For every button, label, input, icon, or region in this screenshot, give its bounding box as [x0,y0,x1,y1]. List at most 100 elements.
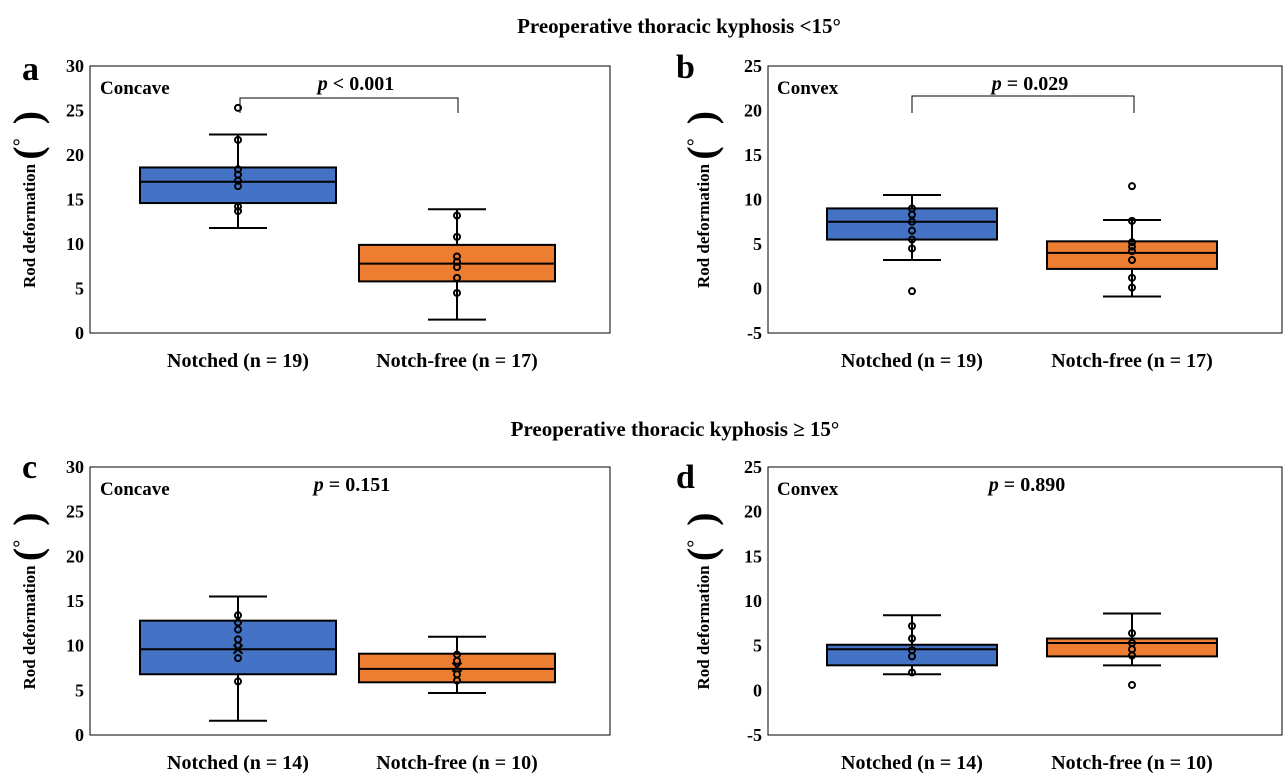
y-axis-label: Rod deformation (°) [5,512,50,689]
box-notch-free [1046,612,1218,689]
box-notched [139,595,337,722]
panel-d: d -5 0 5 10 15 20 25 Rod deformation (°) Convex p … [676,457,1283,773]
plot-frame [89,65,611,334]
data-point [453,263,461,272]
y-axis-paren-open: ( [5,548,50,561]
mean-marker [232,643,244,655]
data-point [908,217,916,226]
significance-bracket [911,95,1135,113]
category-label: Notch-free (n = 10) [1051,752,1213,773]
category-label: Notch-free (n = 10) [376,752,538,773]
panel-letter: c [22,449,37,486]
y-tick-label: 5 [753,636,762,656]
y-axis-paren-open: ( [679,548,724,561]
p-value-symbol: p [987,474,999,496]
panels: a 0 5 10 15 20 25 30 Rod deformation (°) Concave p… [5,49,1283,773]
data-point [908,652,916,661]
data-point [1128,283,1136,292]
data-point [234,103,242,112]
p-value-label: p = 0.029 [990,73,1068,95]
p-value-symbol: p [312,474,324,496]
y-tick-label: 5 [753,234,762,254]
y-axis-paren-close: ) [679,111,724,124]
iqr-box [139,166,337,205]
y-tick-label: -5 [747,323,762,343]
mean-marker [451,661,463,673]
y-tick-label: 25 [66,502,84,522]
y-axis-unit: ° [684,138,706,146]
y-tick-label: 0 [753,680,762,700]
p-value-label: p < 0.001 [316,73,394,95]
data-point [908,210,916,219]
data-point [908,244,916,253]
data-point [234,182,242,191]
y-axis-label: Rod deformation (°) [5,111,50,288]
y-tick-label: 15 [66,591,84,611]
y-tick-label: 10 [66,234,84,254]
data-point [234,135,242,144]
y-tick-label: 15 [66,190,84,210]
y-tick-label: 20 [66,546,84,566]
y-tick-label: 30 [66,56,84,76]
y-tick-label: 0 [753,279,762,299]
p-value-text: = 0.151 [324,474,390,496]
section-title-bottom: Preoperative thoracic kyphosis ≥ 15° [511,417,840,441]
data-point [1128,216,1136,225]
data-point [1128,651,1136,660]
panel-letter: d [676,459,695,496]
iqr-box [1046,637,1218,658]
data-point [234,654,242,663]
y-tick-label: 20 [66,145,84,165]
box-notch-free [358,208,556,321]
y-tick-label: 0 [75,323,84,343]
data-point [1128,238,1136,247]
data-point [234,625,242,634]
data-point [453,656,461,665]
y-tick-label: 25 [744,457,762,477]
data-point [234,207,242,216]
side-label: Convex [777,479,839,500]
data-point [234,618,242,627]
box-notch-free [1046,182,1218,298]
y-tick-label: 30 [66,457,84,477]
p-value-text: < 0.001 [328,73,394,95]
y-tick-label: 5 [75,279,84,299]
box-notched [826,194,998,296]
y-axis-paren-close: ) [5,111,50,124]
p-value-label: p = 0.890 [987,474,1065,496]
y-tick-label: -5 [747,725,762,745]
box-notched [139,103,337,229]
data-point [1128,242,1136,251]
data-point [453,676,461,685]
data-point [234,677,242,686]
box-notch-free [358,635,556,695]
significance-bracket [239,97,459,113]
panel-letter: b [676,49,695,86]
y-tick-label: 20 [744,502,762,522]
data-point [908,634,916,643]
y-tick-label: 20 [744,101,762,121]
data-point [1128,247,1136,256]
panel-letter: a [22,51,39,88]
panel-a: a 0 5 10 15 20 25 30 Rod deformation (°) Concave p… [5,51,611,372]
data-point [908,668,916,677]
category-label: Notched (n = 14) [167,752,309,773]
data-point [1128,182,1136,191]
y-axis-unit: ° [684,540,706,548]
iqr-box [139,619,337,676]
data-point [234,202,242,211]
section-title-top: Preoperative thoracic kyphosis <15° [517,14,841,38]
y-tick-label: 25 [744,56,762,76]
box-notched [826,614,998,677]
side-label: Concave [100,78,170,99]
category-label: Notch-free (n = 17) [1051,350,1213,372]
data-point [453,273,461,282]
y-axis-paren-close: ) [5,512,50,525]
y-tick-label: 10 [744,190,762,210]
panel-c: c 0 5 10 15 20 25 30 Rod deformation (°) Concave p… [5,449,611,773]
y-axis-paren-close: ) [679,512,724,525]
panel-b: b -5 0 5 10 15 20 25 Rod deformation (°) Convex p … [676,49,1283,372]
mean-marker-stroke [451,661,463,673]
data-point [1128,629,1136,638]
